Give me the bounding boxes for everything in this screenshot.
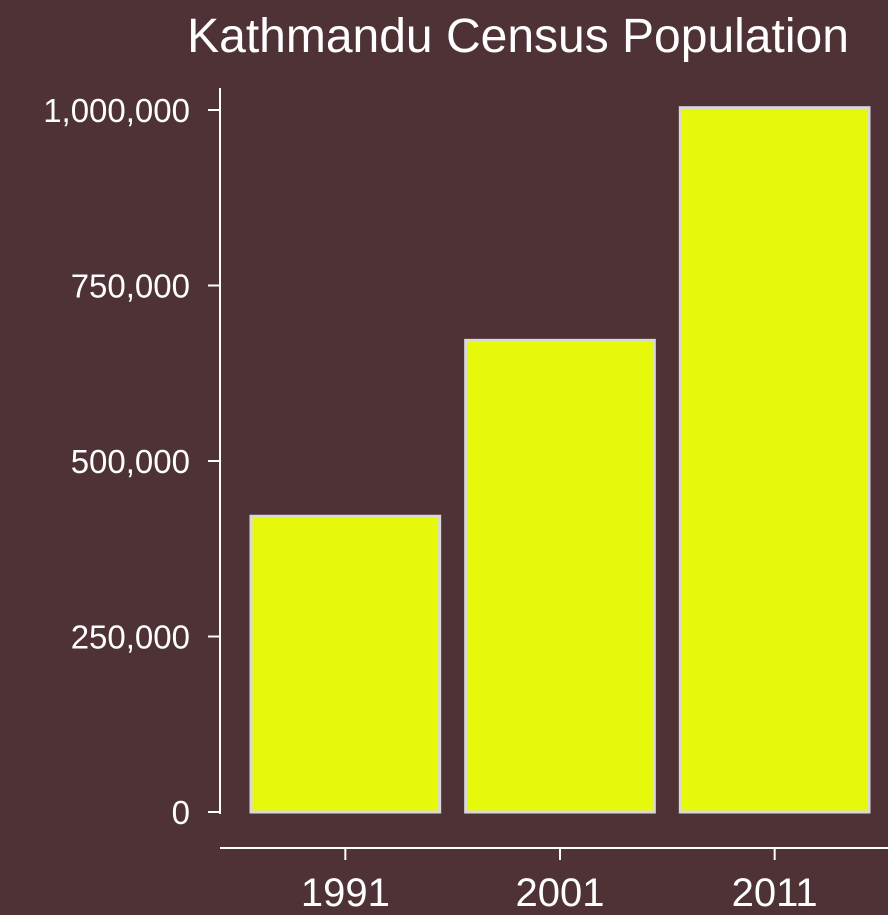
bar-2011 [678,106,871,814]
x-axis: 1991 2001 2011 [220,847,888,915]
y-tick-label: 500,000 [71,443,190,480]
y-tick-label: 0 [172,794,190,831]
y-tick-label: 750,000 [71,268,190,305]
bar-1991 [249,514,442,814]
y-tick-label: 1,000,000 [43,92,190,129]
x-tick-label: 2001 [516,871,605,915]
bar-2001 [464,338,656,814]
y-axis: 0 250,000 500,000 750,000 1,000,000 [43,88,221,831]
chart-title: Kathmandu Census Population [187,10,849,63]
x-tick-label: 1991 [301,871,390,915]
y-tick-label: 250,000 [71,619,190,656]
x-tick-label: 2011 [732,871,818,915]
bars-group [249,106,871,814]
